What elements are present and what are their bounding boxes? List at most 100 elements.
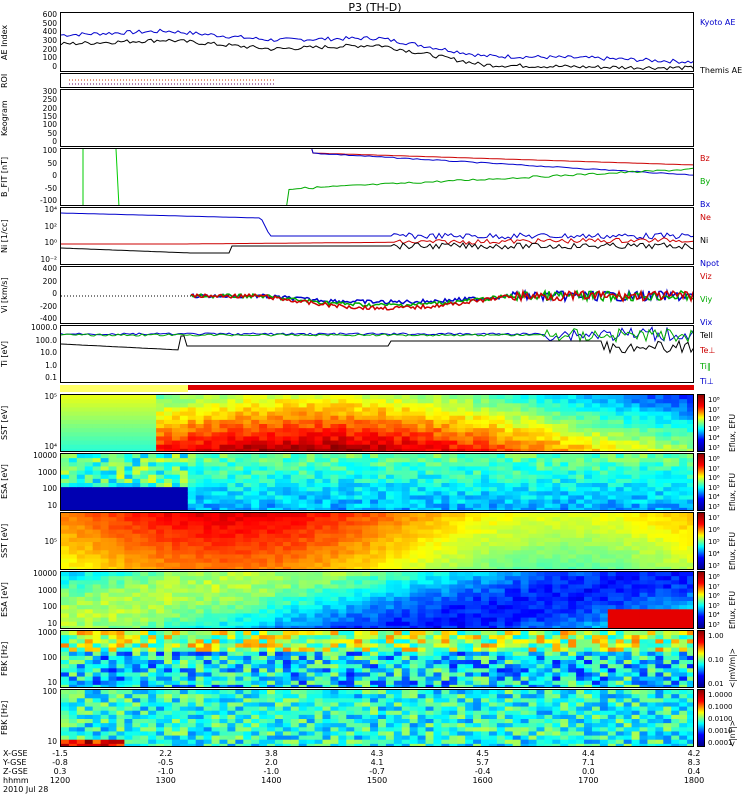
- spec-cell: [108, 664, 118, 669]
- spec-cell: [679, 566, 688, 569]
- spec-cell: [378, 596, 387, 602]
- spec-cell: [195, 444, 205, 450]
- spec-cell: [227, 424, 236, 429]
- spec-cell: [599, 415, 609, 421]
- spec-cell: [504, 625, 514, 628]
- ylabel-esa_i: ESA [eV]: [0, 582, 9, 618]
- spec-cell: [179, 436, 189, 442]
- spec-cell: [195, 440, 205, 446]
- spec-cell: [108, 444, 118, 450]
- spec-cell: [68, 684, 78, 687]
- legend-themisae: Themis AE: [700, 66, 743, 75]
- spec-cell: [259, 676, 268, 682]
- spec-cell: [560, 588, 569, 594]
- spec-cell: [338, 462, 347, 468]
- spec-cell: [441, 592, 450, 598]
- spec-cell: [179, 458, 189, 463]
- spec-cell: [560, 454, 569, 459]
- spec-cell: [544, 529, 553, 535]
- spec-cell: [425, 419, 435, 425]
- spec-cell: [671, 609, 680, 615]
- spec-cell: [465, 436, 474, 442]
- spec-cell: [393, 613, 403, 619]
- panel-ae: [60, 12, 694, 72]
- spec-cell: [671, 566, 680, 569]
- spec-cell: [164, 596, 173, 602]
- spec-cell: [536, 403, 546, 409]
- spec-cell: [179, 521, 189, 527]
- spec-cell: [655, 395, 664, 400]
- spec-cell: [243, 584, 252, 590]
- spec-cell: [148, 576, 157, 581]
- spec-cell: [259, 424, 268, 429]
- spec-cell: [211, 491, 221, 497]
- spec-cell: [385, 462, 395, 468]
- spec-cell: [251, 507, 260, 510]
- spec-cell: [235, 684, 244, 687]
- spec-cell: [338, 491, 347, 497]
- spec-cell: [267, 684, 276, 687]
- spec-cell: [536, 546, 546, 551]
- spec-cell: [132, 407, 141, 413]
- spec-cell: [298, 546, 308, 551]
- spec-cell: [393, 415, 403, 421]
- spec-cell: [599, 529, 609, 535]
- spec-cell: [512, 529, 522, 535]
- spec-cell: [243, 503, 252, 509]
- spec-cell: [631, 474, 641, 480]
- spec-cell: [68, 635, 78, 640]
- spec-cell: [290, 487, 300, 492]
- spec-cell: [417, 478, 427, 484]
- spec-cell: [425, 605, 435, 610]
- spec-cell: [401, 474, 411, 480]
- spec-cell: [92, 668, 102, 674]
- spec-cell: [314, 462, 324, 468]
- spec-cell: [179, 448, 189, 451]
- spec-cell: [393, 592, 403, 598]
- spec-cell: [298, 576, 308, 581]
- spec-cell: [623, 470, 633, 476]
- spec-cell: [274, 399, 284, 404]
- spec-cell: [655, 554, 664, 560]
- spec-cell: [251, 495, 260, 501]
- spec-cell: [187, 655, 197, 661]
- ytick: 0: [52, 137, 57, 146]
- spec-cell: [251, 668, 260, 674]
- spec-cell: [259, 684, 268, 687]
- spec-cell: [179, 562, 189, 568]
- spec-cell: [68, 566, 78, 569]
- spec-cell: [378, 542, 387, 547]
- ytick: 10⁻²: [40, 255, 57, 264]
- spec-cell: [243, 474, 252, 480]
- spec-cell: [354, 436, 363, 442]
- spec-cell: [132, 592, 141, 598]
- spec-cell: [639, 448, 649, 451]
- spec-cell: [211, 684, 221, 687]
- spec-cell: [195, 643, 205, 649]
- spec-cell: [378, 415, 387, 421]
- spec-cell: [187, 478, 197, 484]
- spec-cell: [528, 474, 538, 480]
- spec-cell: [282, 643, 292, 649]
- spec-cell: [599, 537, 609, 543]
- spec-cell: [282, 680, 292, 686]
- spec-cell: [591, 546, 601, 551]
- spec-cell: [235, 507, 244, 510]
- spec-cell: [647, 470, 656, 476]
- spec-cell: [679, 415, 688, 421]
- spec-cell: [243, 491, 252, 497]
- spec-cell: [504, 470, 514, 476]
- spec-cell: [536, 572, 546, 577]
- spec-cell: [504, 584, 514, 590]
- spec-cell: [560, 542, 569, 547]
- ytick: 1000: [37, 585, 57, 595]
- spec-cell: [679, 411, 688, 417]
- spec-cell: [227, 643, 236, 649]
- spec-cell: [235, 487, 244, 492]
- spec-cell: [68, 643, 78, 649]
- spec-cell: [132, 631, 141, 636]
- spec-cell: [663, 580, 672, 586]
- spec-cell: [679, 613, 688, 619]
- spec-cell: [362, 588, 371, 594]
- spec-cell: [92, 517, 102, 522]
